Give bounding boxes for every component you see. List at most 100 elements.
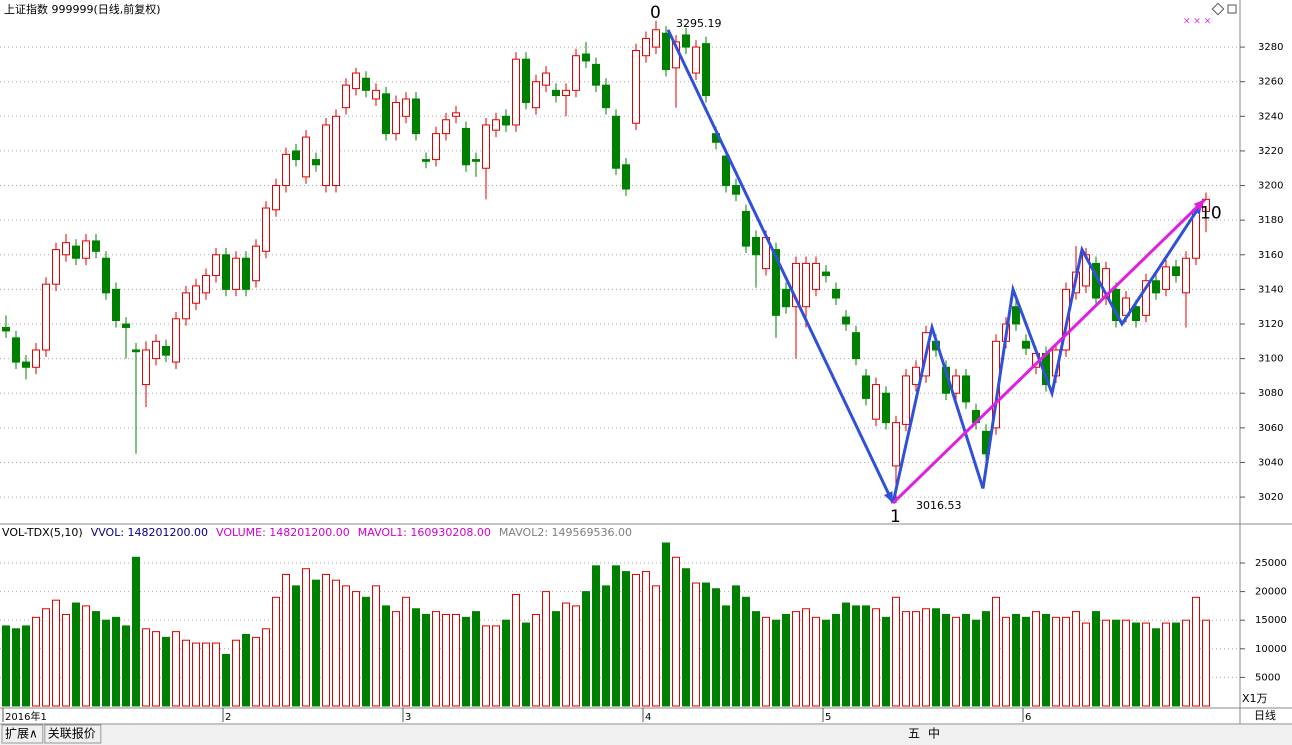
marker-icons: × × × [1183,17,1211,27]
volume-bar [282,573,290,707]
candle-body [292,150,300,161]
vol-header: MAVOL1: 160930208.00 [358,526,491,539]
volume-bar [912,611,920,707]
volume-bar [442,613,450,707]
candle-body [222,254,230,290]
y-tick-label: 20000 [1255,587,1287,598]
volume-bar [232,639,240,707]
candle-body [852,332,860,360]
volume-bar [1202,619,1210,707]
tool-icon[interactable]: 中 [928,726,940,741]
x-tick-label: 4 [645,712,651,723]
volume-bar [622,571,630,707]
candle-body [622,164,630,190]
volume-bar [672,556,680,707]
volume-bar [92,611,100,707]
candle-body [142,349,150,386]
volume-bar [1072,611,1080,707]
candle-body [202,275,210,294]
candle-body [2,326,10,332]
candle-body [342,84,350,109]
volume-bar [1022,616,1030,707]
y-tick-label: 3040 [1258,457,1283,468]
volume-bar [502,619,510,707]
candle-body [502,115,510,126]
candle-body [592,63,600,86]
window-icon[interactable] [1227,4,1237,14]
y-tick-label: 3260 [1258,77,1283,88]
period-label: 日线 [1254,708,1276,722]
volume-bar [802,608,810,707]
candle-body [152,340,160,360]
candle-body [582,53,590,62]
candle-body [1162,266,1170,290]
candle-body [1142,280,1150,316]
x-tick-label: 2016年1 [5,710,47,723]
y-tick-label: 25000 [1255,558,1287,569]
candle-body [302,136,310,178]
volume-bar [952,616,960,707]
volume-bar [1142,622,1150,707]
annotation: 0 [650,3,661,23]
volume-bar [882,616,890,707]
volume-bar [242,634,250,707]
volume-bar [292,585,300,707]
volume-bar [792,611,800,707]
x-tick-label: 6 [1025,712,1031,723]
footer-tab[interactable]: 扩展∧ [5,727,38,741]
tool-icon[interactable]: 五 [908,727,920,741]
volume-bar [612,565,620,707]
candle-body [22,361,30,368]
candle-body [32,349,40,368]
volume-bar [762,616,770,707]
candle-body [82,240,90,259]
candle-body [842,316,850,325]
volume-bar [722,605,730,707]
volume-bar [212,642,220,707]
volume-bar [152,631,160,707]
volume-bar [342,585,350,707]
candle-body [1102,268,1110,299]
candle-body [632,50,640,124]
candle-body [1012,306,1020,325]
candle-body [552,89,560,97]
candle-body [532,81,540,109]
vol-header: VOLUME: 148201200.00 [216,526,350,539]
volume-bar [642,571,650,707]
candle-body [572,55,580,91]
candle-body [802,262,810,308]
candle-body [832,288,840,299]
volume-bar [582,591,590,707]
candle-body [782,288,790,308]
y-tick-label: 3060 [1258,423,1283,434]
volume-bar [62,613,70,707]
volume-bar [42,608,50,707]
candle-body [732,185,740,195]
candle-body [1172,266,1180,277]
footer-tab[interactable]: 关联报价 [48,726,96,741]
candle-body [132,349,140,353]
volume-bar [812,616,820,707]
candle-body [112,288,120,322]
volume-bar [72,602,80,707]
candle-body [92,240,100,252]
volume-bar [1162,622,1170,707]
volume-bar [2,625,10,707]
volume-bar [1032,611,1040,707]
y-tick-label: 3160 [1258,250,1283,261]
x-tick-label: 5 [825,712,831,723]
volume-bar [982,611,990,707]
volume-bar [552,611,560,707]
volume-bar [32,616,40,707]
candle-body [42,283,50,351]
candle-body [862,375,870,399]
volume-bar [522,622,530,707]
window-icon[interactable] [1211,2,1225,16]
y-tick-label: 10000 [1255,644,1287,655]
candle-body [872,384,880,420]
volume-bar [662,542,670,707]
candle-body [642,37,650,57]
candle-body [372,89,380,100]
vol-header: VOL-TDX(5,10) [2,526,83,539]
y-tick-label: 5000 [1255,672,1280,683]
